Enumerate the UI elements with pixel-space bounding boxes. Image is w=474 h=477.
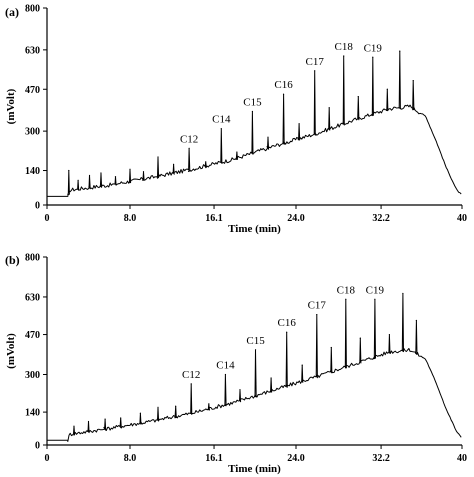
peak-label: C12 xyxy=(180,133,198,145)
peak-label: C19 xyxy=(366,284,385,296)
peak-apex xyxy=(239,389,241,391)
peak-apex xyxy=(224,373,227,376)
peak-apex xyxy=(412,80,414,82)
x-tick-label: 0 xyxy=(45,213,50,224)
peak-apex xyxy=(343,55,345,57)
chromatogram-panel-a: (a) 0 140 300 470 630 800 0 8.0 16.1 24.0 32.2 40 Tim… xyxy=(5,4,467,236)
peak-apex xyxy=(286,331,288,333)
y-tick-label: 140 xyxy=(25,408,40,419)
y-tick-label: 470 xyxy=(25,330,40,341)
x-tick-label: 8.0 xyxy=(124,453,137,464)
y-tick-label: 470 xyxy=(25,85,40,96)
peak-apex xyxy=(87,420,90,423)
peak-apex xyxy=(205,161,207,163)
x-axis-title: Time (min) xyxy=(228,223,281,235)
peak-apex xyxy=(328,107,330,109)
peak-apex xyxy=(157,406,159,408)
peak-apex xyxy=(330,346,332,349)
peak-apex xyxy=(142,171,145,173)
peak-apex xyxy=(415,319,417,322)
y-tick-label: 800 xyxy=(25,253,40,264)
peak-apex xyxy=(157,156,159,158)
peak-apex xyxy=(172,163,175,165)
peak-apex xyxy=(236,151,238,153)
peak-label: C15 xyxy=(243,96,262,108)
peak-apex xyxy=(270,377,272,379)
x-tick-label: 8.0 xyxy=(124,213,137,224)
peak-apex xyxy=(251,110,254,113)
chromatogram-trace xyxy=(47,292,462,442)
peak-apex xyxy=(282,93,285,95)
x-tick-label: 16.1 xyxy=(205,213,223,224)
peak-label: C15 xyxy=(246,335,265,347)
y-tick-label: 0 xyxy=(35,441,40,452)
y-tick-label: 300 xyxy=(25,370,40,381)
peak-label: C19 xyxy=(364,42,383,54)
peak-apex xyxy=(100,172,102,174)
peak-apex xyxy=(129,168,131,170)
peak-apex xyxy=(139,412,141,414)
peak-apex xyxy=(301,364,303,366)
peak-apex xyxy=(68,169,70,172)
y-tick-label: 0 xyxy=(35,201,40,212)
peak-apex xyxy=(386,88,388,90)
peak-apex xyxy=(190,383,192,385)
peak-label: C12 xyxy=(182,369,200,381)
x-tick-label: 0 xyxy=(45,453,50,464)
y-tick-label: 140 xyxy=(25,166,40,177)
peak-apex xyxy=(77,179,79,181)
peak-label: C16 xyxy=(274,79,293,91)
peak-apex xyxy=(298,123,300,125)
peak-apex xyxy=(120,417,122,419)
peak-apex xyxy=(388,333,390,336)
peak-apex xyxy=(220,128,222,130)
y-tick-label: 800 xyxy=(25,4,40,15)
y-tick-label: 300 xyxy=(25,127,40,138)
peak-apex xyxy=(114,176,117,178)
peak-label: C14 xyxy=(216,360,235,372)
peak-apex xyxy=(316,313,318,316)
peak-label: C17 xyxy=(306,56,325,68)
panel-label: (a) xyxy=(5,5,19,19)
x-tick-label: 40 xyxy=(457,453,467,464)
y-tick-label: 630 xyxy=(25,45,40,56)
peak-apex xyxy=(88,174,91,177)
peak-apex xyxy=(104,418,106,420)
peak-apex xyxy=(357,96,359,98)
peak-apex xyxy=(402,292,404,295)
peak-apex xyxy=(267,136,269,138)
panel-label: (b) xyxy=(5,253,20,267)
peak-apex xyxy=(314,70,316,72)
chromatogram-trace xyxy=(47,50,462,197)
y-tick-label: 630 xyxy=(25,292,40,303)
peak-label: C17 xyxy=(308,300,327,312)
peak-apex xyxy=(254,349,257,351)
peak-apex xyxy=(175,405,177,407)
peak-apex xyxy=(359,337,361,339)
peak-apex xyxy=(399,50,401,52)
peak-apex xyxy=(208,403,210,405)
peak-label: C14 xyxy=(212,114,231,126)
x-tick-label: 40 xyxy=(457,213,467,224)
x-axis-title: Time (min) xyxy=(228,463,281,475)
x-tick-label: 32.2 xyxy=(372,213,390,224)
peak-apex xyxy=(188,147,190,149)
y-axis-title: (mVolt) xyxy=(5,333,17,369)
peak-label: C18 xyxy=(337,284,356,296)
x-tick-label: 24.0 xyxy=(287,453,305,464)
peak-apex xyxy=(73,425,75,427)
x-tick-label: 24.0 xyxy=(287,213,305,224)
x-tick-label: 32.2 xyxy=(372,453,390,464)
peak-apex xyxy=(372,56,374,58)
peak-label: C16 xyxy=(277,317,296,329)
peak-apex xyxy=(345,298,347,300)
peak-label: C18 xyxy=(335,41,354,53)
peak-apex xyxy=(374,298,376,300)
x-tick-label: 16.1 xyxy=(205,453,223,464)
chromatogram-panel-b: (b) 0 140 300 470 630 800 0 8.0 16.1 24.0 32.2 40 Tim… xyxy=(5,253,467,476)
y-axis-title: (mVolt) xyxy=(5,88,17,124)
